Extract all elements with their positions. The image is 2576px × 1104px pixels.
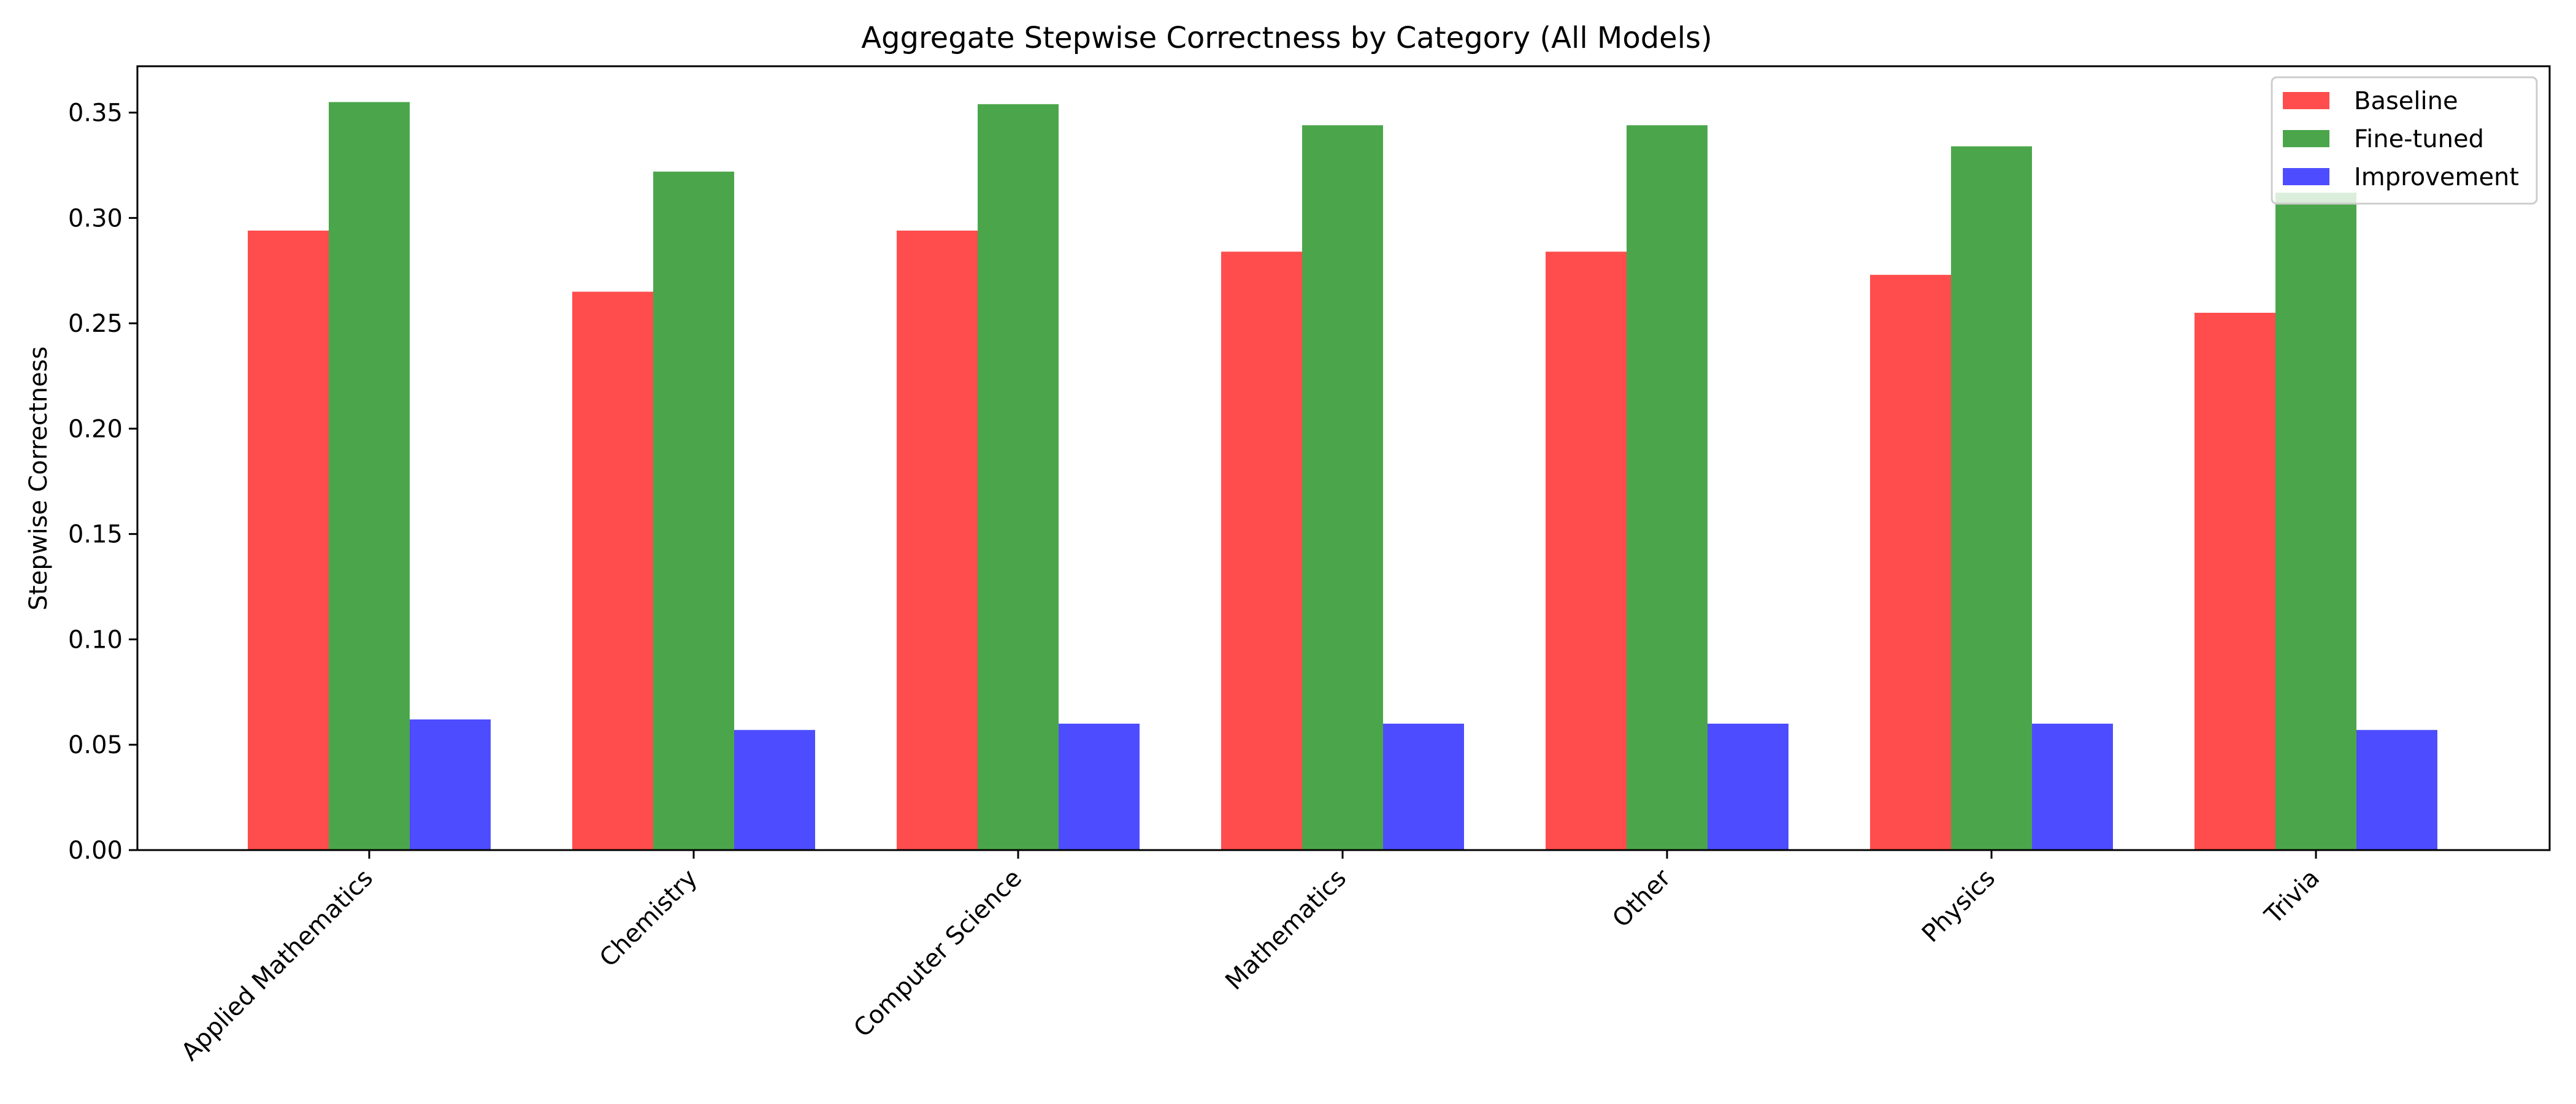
- chart-title: Aggregate Stepwise Correctness by Catego…: [861, 21, 1712, 55]
- bar-improvement-computer-science: [1059, 723, 1140, 850]
- y-tick-label: 0.35: [68, 99, 123, 128]
- bar-improvement-applied-mathematics: [410, 719, 491, 850]
- bar-fine-tuned-other: [1627, 125, 1708, 850]
- bar-improvement-chemistry: [734, 730, 815, 850]
- y-tick-label: 0.25: [68, 310, 123, 338]
- y-tick-label: 0.00: [68, 837, 123, 865]
- legend-label: Improvement: [2354, 163, 2519, 191]
- y-tick-label: 0.20: [68, 415, 123, 443]
- bar-baseline-other: [1546, 251, 1627, 850]
- bar-fine-tuned-chemistry: [653, 171, 734, 851]
- legend-swatch: [2283, 130, 2329, 147]
- bar-improvement-mathematics: [1383, 723, 1464, 850]
- plot-frame: [136, 65, 2551, 851]
- bar-improvement-trivia: [2356, 730, 2437, 850]
- bar-improvement-physics: [2032, 723, 2113, 850]
- bar-baseline-mathematics: [1221, 251, 1302, 850]
- legend-box: [2271, 76, 2538, 205]
- y-axis-ticks: 0.00 0.05 0.10 0.15 0.20 0.25 0.30 0.35: [68, 99, 137, 865]
- y-tick-label: 0.30: [68, 204, 123, 232]
- bar-fine-tuned-trivia: [2275, 193, 2356, 850]
- y-tick-label: 0.15: [68, 521, 123, 549]
- bar-fine-tuned-applied-mathematics: [329, 102, 410, 851]
- y-tick-label: 0.05: [68, 731, 123, 759]
- legend-swatch: [2283, 168, 2329, 185]
- legend: Baseline Fine-tuned Improvement: [2271, 76, 2538, 205]
- bar-fine-tuned-physics: [1951, 146, 2032, 851]
- bar-baseline-physics: [1870, 275, 1951, 850]
- legend-label: Fine-tuned: [2354, 125, 2484, 153]
- bar-baseline-trivia: [2195, 312, 2275, 850]
- bar-baseline-computer-science: [897, 230, 978, 850]
- bar-fine-tuned-computer-science: [978, 104, 1059, 850]
- y-tick-label: 0.10: [68, 626, 123, 654]
- bars-group: [248, 102, 2437, 851]
- legend-swatch: [2283, 92, 2329, 109]
- bar-baseline-chemistry: [572, 291, 653, 850]
- bar-improvement-other: [1708, 723, 1788, 850]
- bar-fine-tuned-mathematics: [1302, 125, 1383, 850]
- y-axis-label: Stepwise Correctness: [25, 347, 53, 611]
- legend-label: Baseline: [2354, 87, 2458, 115]
- bar-baseline-applied-mathematics: [248, 230, 329, 850]
